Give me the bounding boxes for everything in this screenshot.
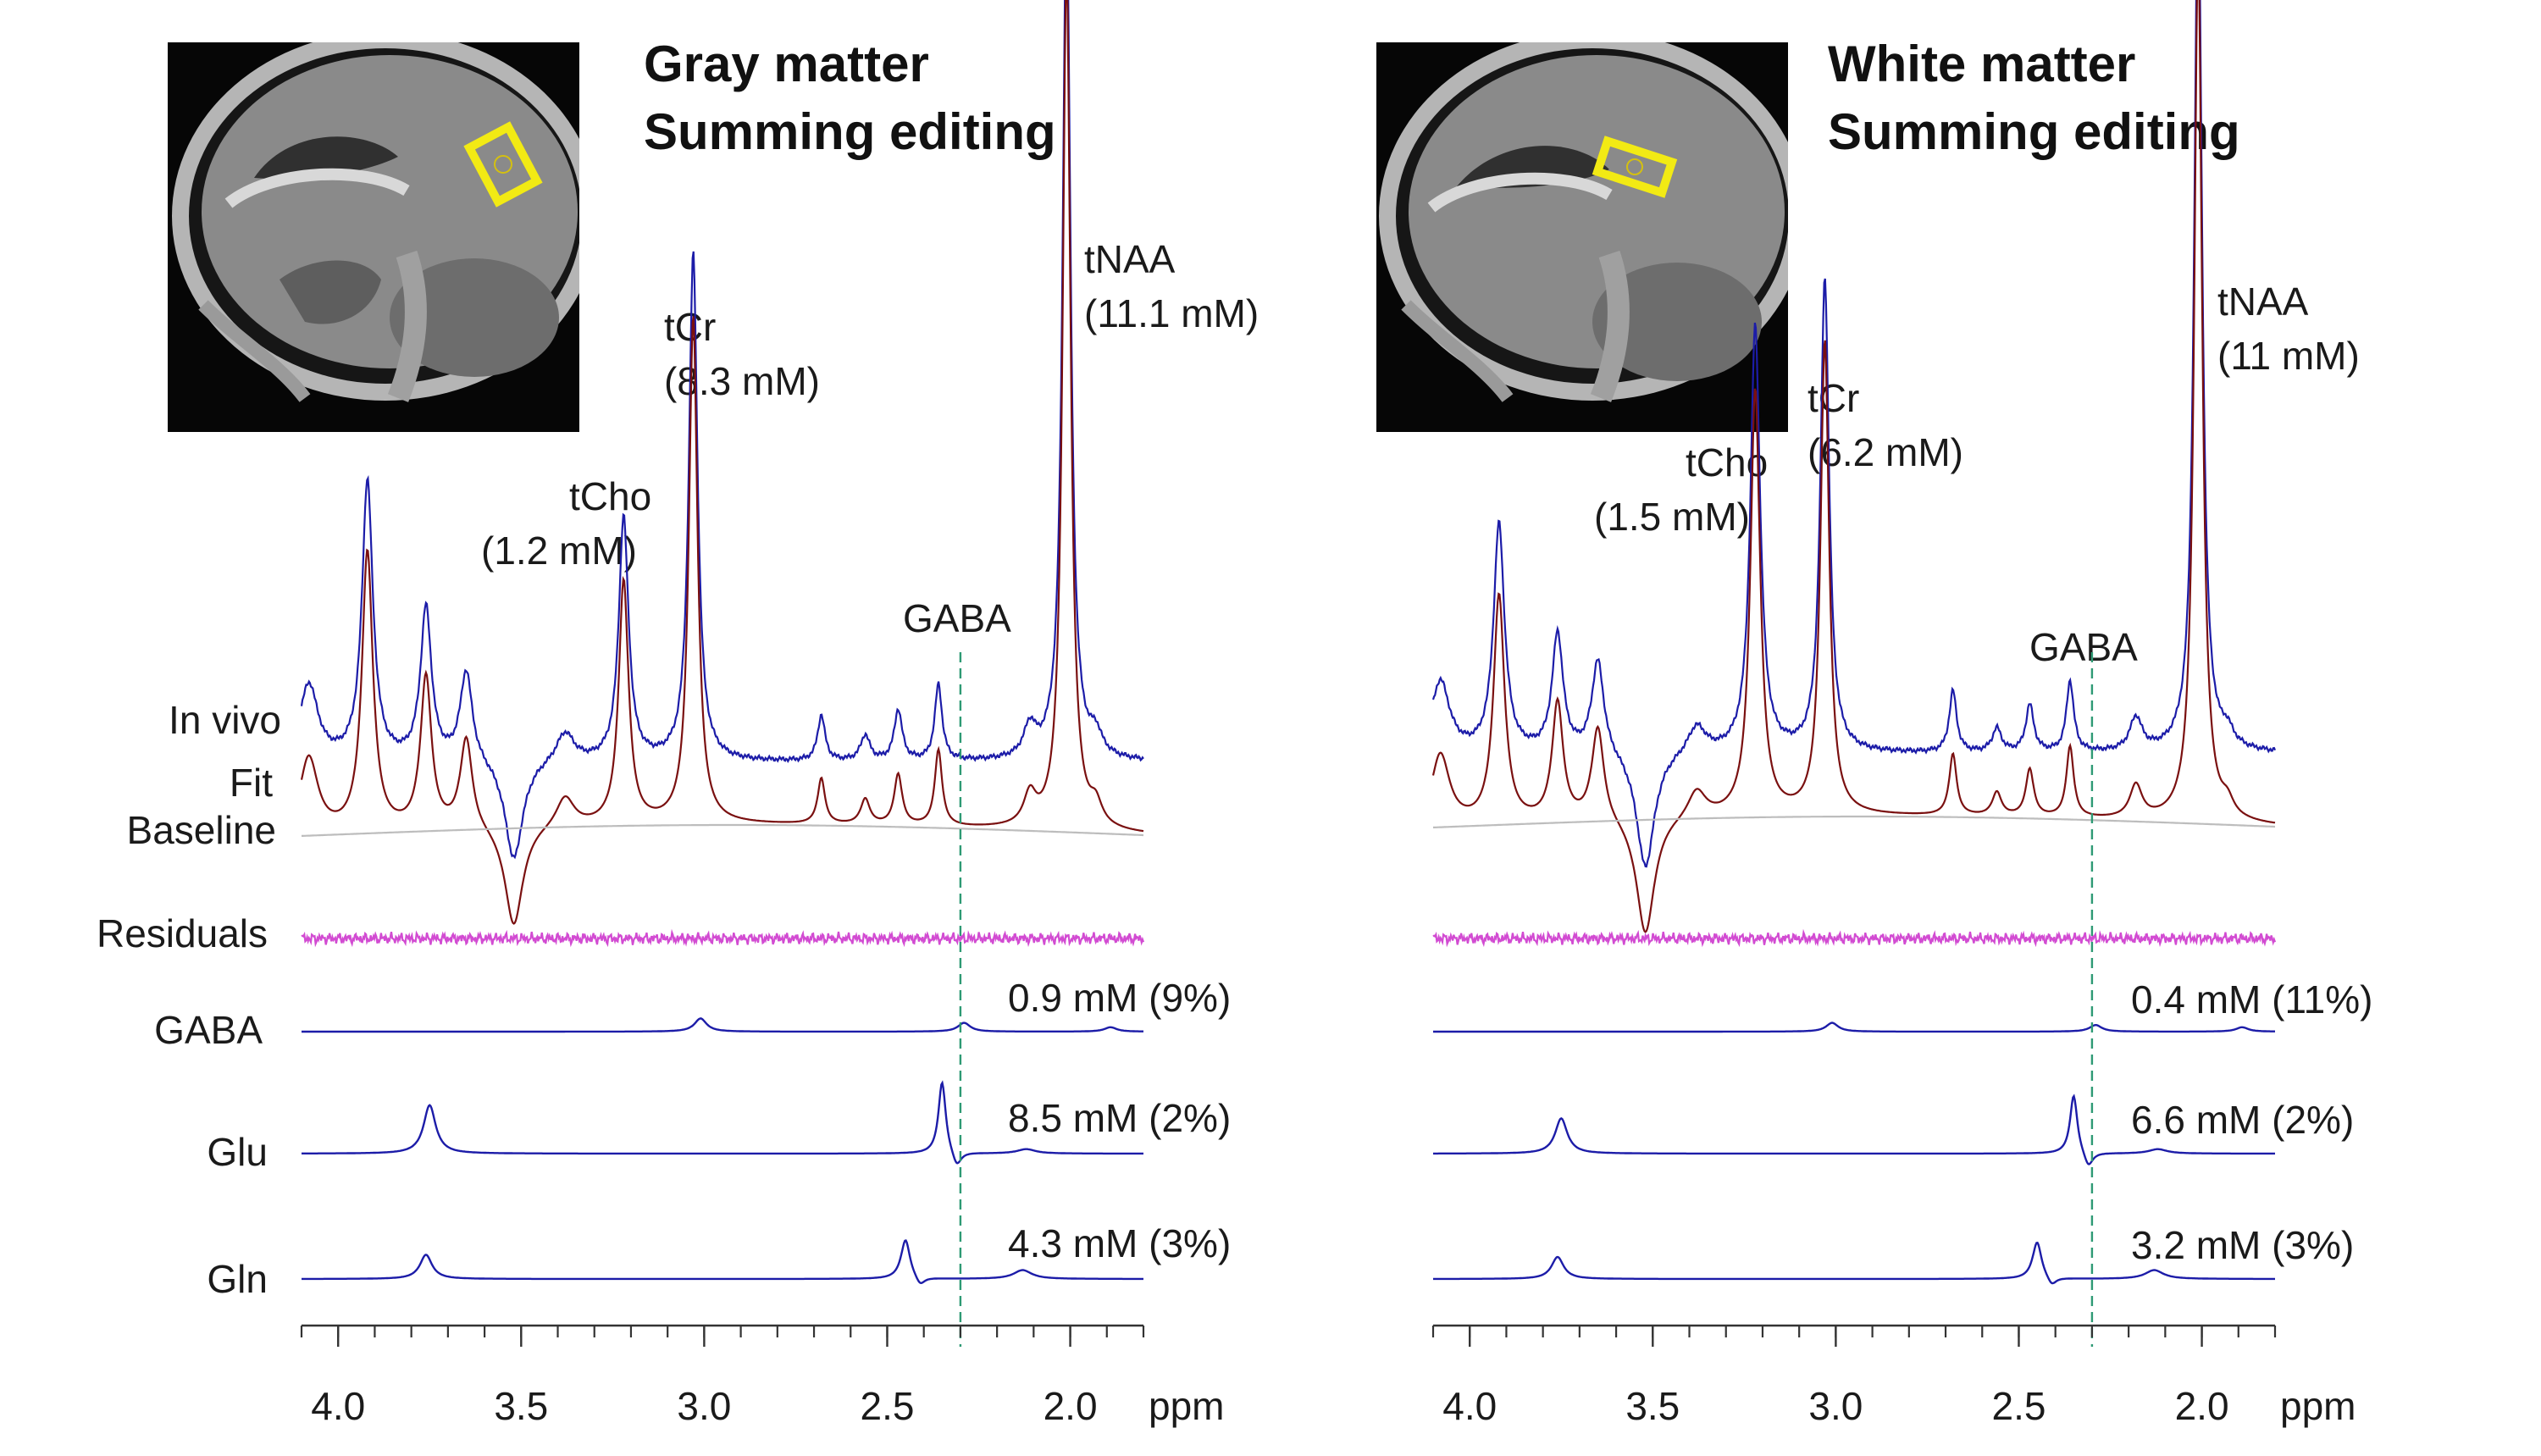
- peak-label-tnaa: tNAA: [1084, 237, 1176, 281]
- peak-label-tcho: tCho: [1686, 440, 1768, 484]
- trace-fit: [300, 0, 1144, 925]
- trace-fit: [1431, 0, 2276, 933]
- x-tick-label: 4.0: [311, 1384, 365, 1428]
- trace-gln: [1433, 1241, 2275, 1285]
- x-axis-unit-gray: ppm: [1149, 1384, 1224, 1428]
- trace-gln: [302, 1239, 1143, 1285]
- trace-in-vivo: [1431, 0, 2277, 868]
- panel-title-gray-line1: Gray matter: [644, 36, 929, 92]
- mri-inset-gray: [168, 42, 579, 432]
- generated-traces: 4.0 3.5 3.0 2.5 2.0 4.0 3.5 3.0 2.5 2.0: [300, 0, 2277, 1428]
- x-axis-unit-white: ppm: [2280, 1384, 2356, 1428]
- peak-conc-tcr: (8.3 mM): [664, 359, 820, 403]
- x-tick-label: 2.0: [2175, 1384, 2229, 1428]
- trace-glu: [1433, 1093, 2275, 1165]
- peak-conc-tnaa: (11.1 mM): [1084, 291, 1259, 335]
- trace-label-gln: Gln: [207, 1257, 268, 1301]
- quant-gaba: 0.4 mM (11%): [2131, 977, 2372, 1021]
- x-tick-label: 3.0: [1808, 1384, 1863, 1428]
- trace-residuals: [1432, 928, 2277, 948]
- quant-gln: 3.2 mM (3%): [2131, 1223, 2354, 1267]
- trace-label-fit: Fit: [230, 761, 273, 805]
- trace-label-in-vivo: In vivo: [169, 698, 281, 742]
- annotations-white: tNAA (11 mM) tCr (6.2 mM) tCho (1.5 mM) …: [1594, 280, 2372, 1267]
- trace-labels: In vivo Fit Baseline Residuals GABA Glu …: [97, 698, 281, 1301]
- x-tick-label: 2.5: [861, 1384, 915, 1428]
- trace-label-glu: Glu: [207, 1130, 268, 1174]
- trace-residuals: [301, 928, 1145, 948]
- peak-conc-tcho: (1.2 mM): [481, 529, 637, 573]
- trace-gaba: [1433, 1021, 2275, 1033]
- panel-title-gray-line2: Summing editing: [644, 103, 1056, 160]
- quant-gaba: 0.9 mM (9%): [1008, 976, 1231, 1020]
- quant-glu: 8.5 mM (2%): [1008, 1096, 1231, 1140]
- peak-label-tcho: tCho: [569, 474, 651, 518]
- gaba-marker-label: GABA: [903, 596, 1011, 640]
- annotations-gray: tNAA (11.1 mM) tCr (8.3 mM) tCho (1.2 mM…: [481, 237, 1259, 1265]
- trace-baseline: [1433, 815, 2275, 828]
- x-tick-label: 3.5: [494, 1384, 548, 1428]
- x-tick-label: 4.0: [1442, 1384, 1497, 1428]
- trace-baseline: [302, 823, 1143, 837]
- trace-in-vivo: [300, 0, 1144, 860]
- quant-gln: 4.3 mM (3%): [1008, 1221, 1231, 1265]
- panel-title-white-line2: Summing editing: [1828, 103, 2240, 160]
- trace-gaba: [302, 1017, 1143, 1033]
- gaba-marker-label: GABA: [2029, 625, 2138, 669]
- peak-label-tnaa: tNAA: [2217, 280, 2309, 324]
- trace-label-baseline: Baseline: [127, 808, 276, 852]
- peak-conc-tnaa: (11 mM): [2217, 334, 2360, 378]
- peak-conc-tcr: (6.2 mM): [1807, 430, 1963, 474]
- mri-inset-white: [1376, 42, 1788, 432]
- trace-glu: [302, 1080, 1143, 1165]
- panel-title-white-line1: White matter: [1828, 36, 2135, 92]
- trace-label-residuals: Residuals: [97, 911, 268, 955]
- x-tick-label: 2.5: [1992, 1384, 2046, 1428]
- trace-label-gaba: GABA: [154, 1008, 263, 1052]
- x-tick-label: 3.5: [1625, 1384, 1680, 1428]
- x-tick-label: 2.0: [1044, 1384, 1098, 1428]
- peak-conc-tcho: (1.5 mM): [1594, 495, 1750, 539]
- peak-label-tcr: tCr: [1807, 376, 1859, 420]
- x-tick-label: 3.0: [677, 1384, 731, 1428]
- quant-glu: 6.6 mM (2%): [2131, 1098, 2354, 1142]
